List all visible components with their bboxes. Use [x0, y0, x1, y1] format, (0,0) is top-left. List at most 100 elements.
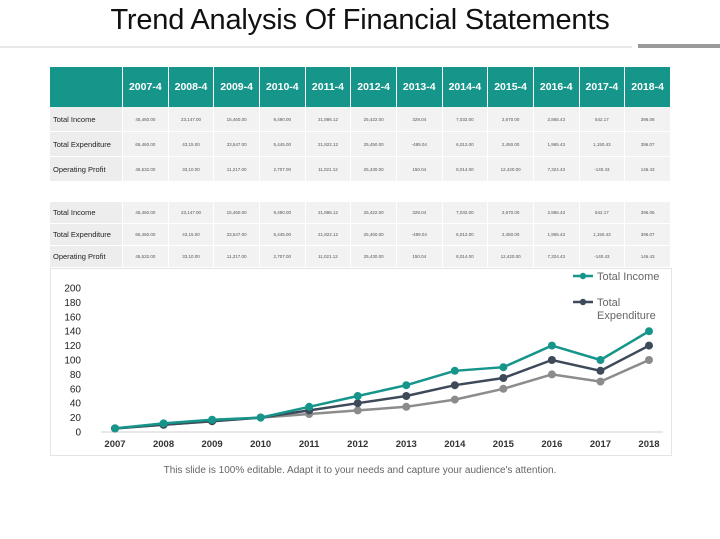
legend-label: Total Income — [597, 271, 659, 283]
column-header: 2007-4 — [122, 67, 168, 107]
y-tick-label: 180 — [64, 298, 81, 309]
y-tick-label: 200 — [64, 284, 81, 295]
table-cell: 25,422.00 — [350, 202, 396, 224]
x-tick-label: 2010 — [250, 439, 271, 450]
column-header: 2016-4 — [532, 67, 579, 107]
column-header: 2018-4 — [624, 67, 670, 107]
page-title: Trend Analysis Of Financial Statements — [110, 4, 610, 36]
table-cell: 23,147.00 — [167, 202, 214, 224]
data-point — [645, 356, 653, 364]
table-cell: 11,217.00 — [213, 157, 259, 182]
data-point — [547, 370, 556, 379]
series-line — [114, 358, 650, 430]
data-point — [450, 366, 459, 375]
data-point — [208, 415, 217, 424]
table-cell: 12,420.00 — [487, 246, 533, 268]
y-tick-label: 40 — [70, 399, 82, 410]
legend-marker — [579, 272, 587, 280]
legend-label: Total Expenditure — [597, 297, 656, 322]
table-cell: 8,014.00 — [441, 246, 488, 268]
data-point — [645, 341, 653, 350]
column-header: 2011-4 — [304, 67, 351, 107]
table-cell: 2,865.43 — [532, 202, 579, 224]
x-tick-label: 2018 — [638, 439, 659, 450]
table-cell: 11,021.12 — [304, 246, 351, 268]
table-cell: 542.17 — [578, 107, 625, 132]
data-point — [596, 377, 605, 386]
table-cell: 7,032.00 — [441, 107, 488, 132]
legend-marker — [579, 298, 587, 306]
table-cell: 150.04 — [395, 157, 442, 182]
table-cell: 8,014.00 — [441, 157, 488, 182]
x-tick-label: 2016 — [541, 439, 562, 450]
row-label: Operating Profit — [50, 246, 122, 268]
column-header: 2015-4 — [487, 67, 533, 107]
column-header: 2014-4 — [441, 67, 488, 107]
table-cell: 45,460.00 — [122, 107, 168, 132]
data-point — [402, 392, 411, 400]
table-cell: 396.07 — [624, 224, 670, 246]
table-cell: 329.04 — [395, 107, 442, 132]
data-point — [402, 402, 411, 411]
table-cell: 25,450.00 — [350, 224, 396, 246]
table-cell: -489.04 — [395, 132, 442, 157]
table-cell: 21,822.12 — [304, 132, 351, 157]
table-cell: 2,450.00 — [487, 132, 533, 157]
table-cell: 146.43 — [624, 246, 670, 268]
table-cell: 33,10.00 — [167, 246, 214, 268]
table-cell: 2,450.00 — [487, 224, 533, 246]
table-cell: 23,147.00 — [167, 107, 214, 132]
table-cell: 11,217.00 — [213, 246, 259, 268]
data-point — [111, 424, 119, 433]
x-tick-label: 2009 — [202, 439, 223, 450]
data-point — [499, 374, 508, 382]
data-point — [547, 356, 556, 364]
table-cell: 146.43 — [624, 157, 670, 182]
table-cell: 15,460.00 — [213, 202, 259, 224]
table-cell: 1,965.43 — [532, 132, 579, 157]
data-point — [547, 341, 556, 350]
table-row: Operating Profit 45,532.00 33,10.00 11,217.… — [50, 246, 670, 268]
y-tick-label: 120 — [64, 341, 81, 352]
data-point — [499, 363, 508, 372]
y-tick-label: 140 — [64, 327, 81, 338]
table-cell: 33,547.00 — [213, 132, 259, 157]
data-point — [450, 395, 459, 404]
table-cell: 1,150.43 — [578, 224, 625, 246]
table-row: Total Income 45,460.00 23,147.00 15,460.00 9… — [50, 202, 670, 224]
financial-table-1: 2007-4 2008-4 2009-4 2010-4 2011-4 2012-4 2013… — [50, 67, 670, 182]
column-header: 2010-4 — [258, 67, 305, 107]
x-tick-label: 2008 — [153, 439, 174, 450]
table-cell: 2,670.00 — [487, 107, 533, 132]
table-cell: 1,150.43 — [578, 132, 625, 157]
table-header-row: 2007-4 2008-4 2009-4 2010-4 2011-4 2012-4 2013… — [50, 67, 670, 107]
table-cell: 329.04 — [395, 202, 442, 224]
data-point — [353, 392, 362, 400]
series-line — [114, 344, 650, 430]
table-cell: -140.43 — [578, 246, 625, 268]
title-divider — [0, 46, 632, 48]
row-label: Total Income — [50, 107, 122, 132]
column-header: 2013-4 — [395, 67, 442, 107]
data-point — [596, 356, 605, 364]
row-label: Total Income — [50, 202, 122, 224]
column-header: 2008-4 — [167, 67, 214, 107]
column-header: 2012-4 — [350, 67, 396, 107]
data-point — [596, 366, 605, 375]
table-cell: 45,460.00 — [122, 202, 168, 224]
table-cell: 7,324.43 — [532, 246, 579, 268]
row-label: Total Expenditure — [50, 224, 122, 246]
trend-chart: 0 20 40 60 80 100 120 140 160 180 200 2007 2008 2009 2… — [50, 268, 672, 456]
row-label: Operating Profit — [50, 157, 122, 182]
table-cell: 33,547.00 — [213, 224, 259, 246]
table-cell: 25,430.00 — [350, 246, 396, 268]
x-tick-label: 2012 — [347, 439, 368, 450]
header-corner-cell — [50, 67, 122, 107]
table-cell: 1,965.43 — [532, 224, 579, 246]
table-cell: 33,10.00 — [167, 157, 214, 182]
table-row: Total Expenditure 65,460.00 43,15.00 33,547… — [50, 132, 670, 157]
table-cell: 25,422.00 — [350, 107, 396, 132]
x-tick-label: 2011 — [299, 439, 320, 450]
table-cell: 2,865.43 — [532, 107, 579, 132]
table-cell: 150.04 — [395, 246, 442, 268]
